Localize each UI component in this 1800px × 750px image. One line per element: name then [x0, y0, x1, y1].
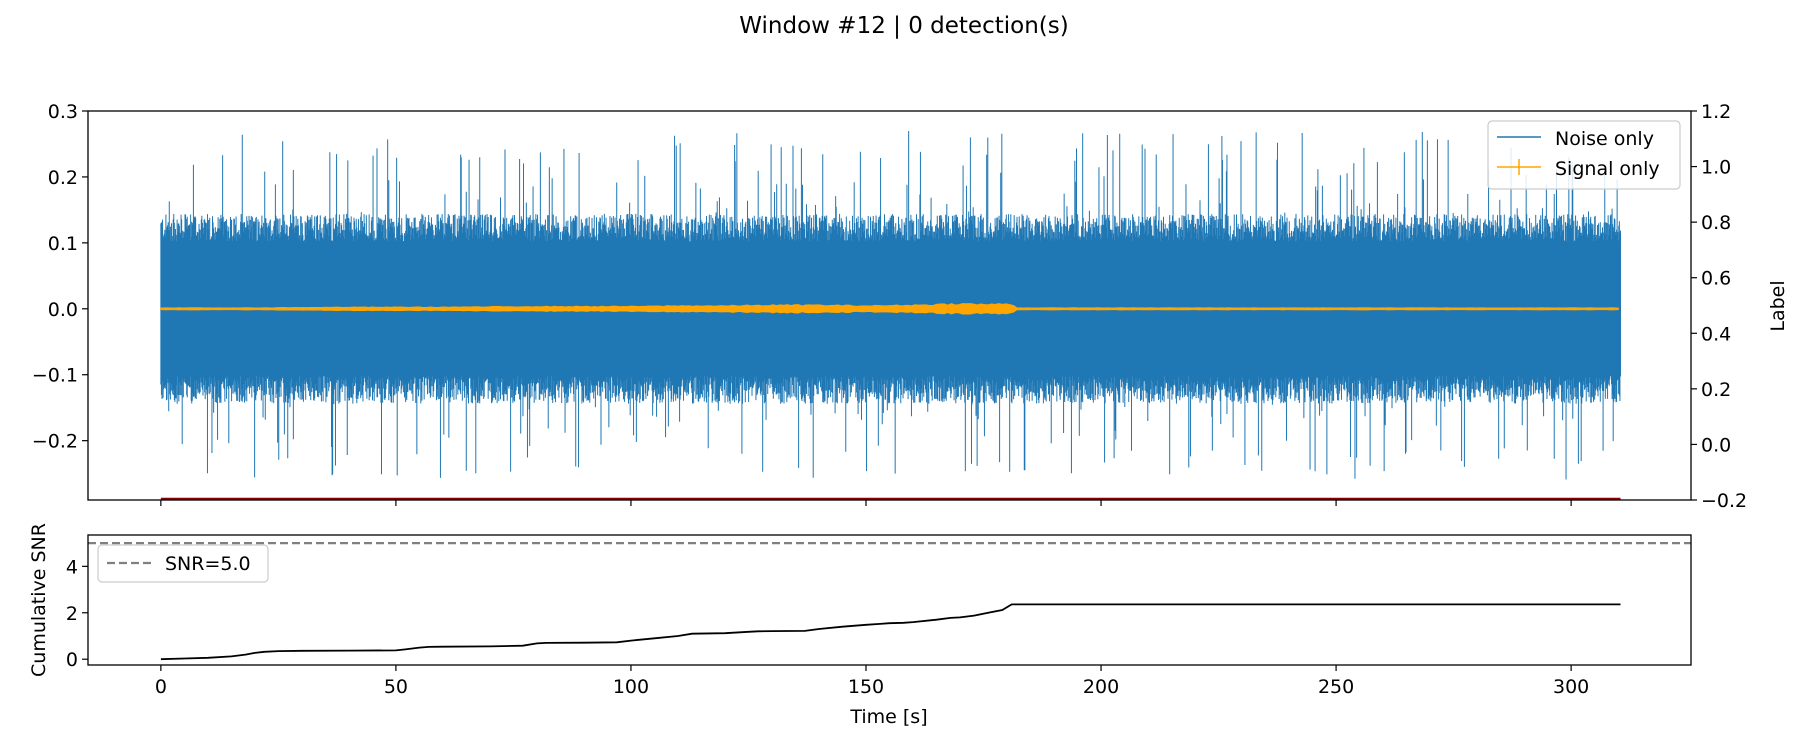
- snr-axes-frame: [87, 534, 1692, 666]
- snr-threshold-legend-label: SNR=5.0: [165, 553, 251, 575]
- waveform-panel: 0.30.20.10.0−0.1−0.2 1.21.00.80.60.40.20…: [32, 101, 1789, 512]
- snr-x-axis: 0 50 100 150 200 250 300: [155, 665, 1589, 698]
- right-y-tick-label: 0.2: [1701, 379, 1731, 401]
- left-y-tick-label: 0.2: [48, 167, 78, 189]
- snr-legend: SNR=5.0: [97, 544, 269, 583]
- time-x-tick-label: 50: [384, 676, 408, 698]
- snr-y-tick-label: 4: [66, 556, 78, 578]
- right-y-tick-label: 0.0: [1701, 434, 1731, 456]
- cumulative-snr-line: [160, 603, 1621, 661]
- right-y-tick-label: 0.8: [1701, 212, 1731, 234]
- left-y-tick-label: −0.2: [32, 431, 78, 453]
- time-x-tick-label: 200: [1083, 676, 1119, 698]
- left-y-tick-label: 0.1: [48, 233, 78, 255]
- snr-plot-area: [88, 541, 1691, 661]
- waveform-plot-area: [160, 131, 1621, 501]
- time-x-tick-label: 100: [613, 676, 649, 698]
- time-x-tick-label: 300: [1553, 676, 1589, 698]
- snr-y-tick-label: 2: [66, 603, 78, 625]
- waveform-left-y-axis: 0.3 0.2 0.1 0.0 −0.1 −0.2: [32, 101, 88, 453]
- waveform-legend-box: [1487, 120, 1681, 190]
- snr-y-tick-label: 0: [66, 649, 78, 671]
- right-y-tick-label: 1.0: [1701, 157, 1731, 179]
- time-x-tick-label: 0: [155, 676, 167, 698]
- right-y-tick-label: −0.2: [1701, 490, 1747, 512]
- waveform-legend: Noise only Signal only: [1487, 120, 1681, 190]
- right-y-tick-label: 0.6: [1701, 268, 1731, 290]
- time-x-tick-label: 250: [1318, 676, 1354, 698]
- left-y-tick-label: −0.1: [32, 365, 78, 387]
- waveform-right-y-axis: 1.2 1.0 0.8 0.6 0.4 0.2 0.0 −0.2: [1691, 101, 1747, 512]
- snr-y-axis: 4 2 0: [66, 556, 88, 671]
- snr-axis-title: Cumulative SNR: [28, 523, 50, 677]
- noise-legend-label: Noise only: [1555, 128, 1654, 150]
- time-axis-title: Time [s]: [849, 706, 927, 728]
- right-y-tick-label: 0.4: [1701, 323, 1731, 345]
- waveform-x-ticks: [160, 500, 1572, 506]
- figure-title: Window #12 | 0 detection(s): [739, 13, 1068, 39]
- left-y-tick-label: 0.3: [48, 101, 78, 123]
- waveform-axes-frame: [87, 110, 1692, 501]
- signal-legend-label: Signal only: [1555, 158, 1660, 180]
- label-axis-title: Label: [1767, 280, 1789, 331]
- snr-panel: 4 2 0 0 50 100 150 200 250 300 Cumulative SNR Ti…: [28, 523, 1692, 728]
- left-y-tick-label: 0.0: [48, 299, 78, 321]
- time-x-tick-label: 150: [848, 676, 884, 698]
- snr-legend-box: [97, 544, 269, 583]
- signal-only-trace: [160, 303, 1619, 315]
- right-y-tick-label: 1.2: [1701, 101, 1731, 123]
